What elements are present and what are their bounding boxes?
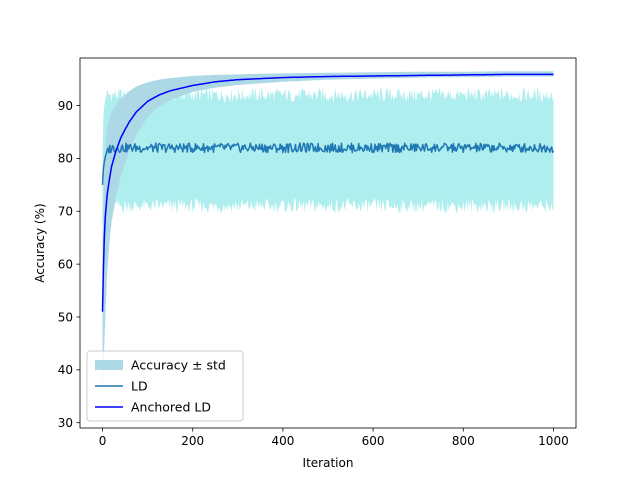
x-axis-label: Iteration (303, 456, 354, 470)
x-tick-label: 0 (99, 434, 107, 448)
legend-entry-label: Accuracy ± std (131, 358, 226, 373)
y-tick-label: 30 (58, 416, 73, 430)
y-axis-label: Accuracy (%) (33, 203, 47, 282)
ld-std-band (102, 87, 554, 344)
anchored-ld-line (101, 73, 554, 312)
plot-area (101, 71, 555, 397)
plot-clip-group (101, 71, 555, 397)
y-tick-label: 50 (58, 310, 73, 324)
y-tick-label: 40 (58, 363, 73, 377)
axes: 0 200 400 600 800 1000 30 40 50 60 70 80 90 Iteration… (33, 57, 577, 470)
x-tick-label: 600 (362, 434, 385, 448)
legend-swatch (95, 360, 123, 370)
x-tick-label: 1000 (538, 434, 569, 448)
y-tick-label: 80 (58, 152, 73, 166)
legend: Accuracy ± std LD Anchored LD (86, 350, 244, 422)
ld-line (101, 142, 555, 185)
legend-entry-label: LD (131, 379, 148, 394)
axes-frame (79, 57, 577, 429)
legend-box (86, 350, 244, 422)
x-tick-label: 800 (452, 434, 475, 448)
legend-entry-label: Anchored LD (131, 400, 211, 415)
x-tick-label: 200 (181, 434, 204, 448)
y-tick-label: 60 (58, 257, 73, 271)
anchored-ld-std-band (102, 71, 554, 397)
y-tick-label: 70 (58, 205, 73, 219)
x-tick-label: 400 (271, 434, 294, 448)
y-tick-label: 90 (58, 99, 73, 113)
